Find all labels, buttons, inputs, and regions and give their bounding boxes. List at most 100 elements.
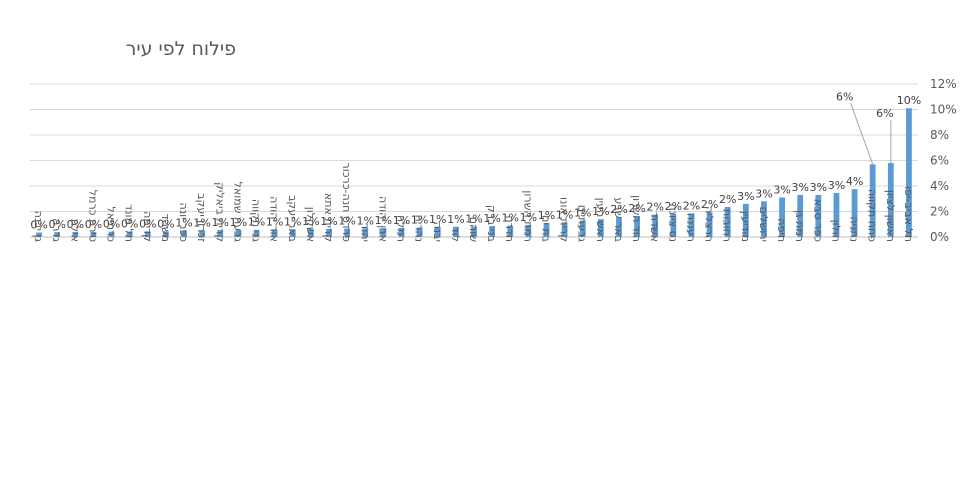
bar xyxy=(779,197,785,237)
bar xyxy=(416,227,423,237)
data-label: 1% xyxy=(175,217,192,230)
x-category-label: יהוד xyxy=(358,223,371,242)
data-label: 2% xyxy=(646,201,663,214)
x-category-label: רעננה xyxy=(684,213,697,242)
x-category-label: נהריה xyxy=(413,215,426,242)
bar xyxy=(434,227,441,237)
x-category-label: לוד xyxy=(449,227,462,242)
data-label: 6% xyxy=(836,90,853,103)
bar xyxy=(271,229,278,237)
data-label: 3% xyxy=(791,181,808,194)
x-category-label: הרצליה xyxy=(703,206,716,242)
x-category-label: גבעת שמואל xyxy=(231,182,244,243)
x-category-label: רחובות xyxy=(721,209,734,242)
x-category-label: משהד xyxy=(159,214,172,242)
data-label: 1% xyxy=(411,214,428,227)
x-category-label: גבעתיים xyxy=(576,205,589,243)
bar xyxy=(761,201,767,237)
data-label: 2% xyxy=(701,198,718,211)
bar xyxy=(543,222,550,237)
x-category-label: קדימה xyxy=(141,211,154,242)
bar xyxy=(652,214,659,237)
x-category-label: יבנה xyxy=(431,222,444,242)
data-label: 0% xyxy=(85,218,102,231)
data-label: 1% xyxy=(230,216,247,229)
data-label: 1% xyxy=(284,215,301,228)
data-label: 3% xyxy=(737,190,754,203)
bar xyxy=(90,231,97,237)
bar xyxy=(869,164,876,237)
data-label: 2% xyxy=(719,193,736,206)
data-label: 1% xyxy=(266,215,283,228)
bar xyxy=(887,163,894,237)
x-category-label: חיפה xyxy=(775,218,788,242)
bar xyxy=(54,232,61,237)
data-label: 3% xyxy=(828,179,845,192)
bar xyxy=(144,231,151,237)
data-label: 1% xyxy=(248,216,265,229)
bar xyxy=(362,228,369,237)
data-label: 1% xyxy=(502,212,519,225)
bar xyxy=(36,232,42,237)
x-category-label: כפר יונה xyxy=(177,203,190,243)
x-category-label: חולון xyxy=(829,220,842,242)
data-label: 0% xyxy=(121,218,138,231)
x-category-label: אשדוד xyxy=(648,212,661,242)
data-label: 1% xyxy=(338,215,355,228)
bar xyxy=(561,222,568,237)
data-label: 1% xyxy=(556,208,573,221)
data-label: 2% xyxy=(628,202,645,215)
x-category-label: פתח תקווה xyxy=(866,189,879,242)
data-label: 1% xyxy=(393,214,410,227)
x-category-label: מודיעין xyxy=(739,211,752,242)
bar xyxy=(289,229,296,237)
data-label: 1% xyxy=(465,213,482,226)
bar xyxy=(398,227,405,237)
bar xyxy=(489,226,496,237)
x-category-label: רמת גן xyxy=(793,210,806,242)
chart-title: פילוח לפי עיר xyxy=(125,38,236,60)
bar xyxy=(307,229,314,237)
data-label: 0% xyxy=(48,218,65,231)
bar xyxy=(833,193,840,237)
bar xyxy=(851,189,858,237)
x-category-label: תל מונד xyxy=(123,204,136,242)
x-category-label: קרית אונו xyxy=(558,197,571,242)
x-category-label: רמת השרון xyxy=(521,190,534,242)
bar xyxy=(507,225,514,237)
bar xyxy=(217,230,224,237)
data-label: 1% xyxy=(193,216,210,229)
data-label: 1% xyxy=(574,206,591,219)
data-label: 1% xyxy=(212,216,229,229)
x-category-label: רמלה xyxy=(395,215,408,242)
bar xyxy=(597,219,604,237)
bar xyxy=(724,207,731,237)
bar xyxy=(452,226,459,237)
x-category-label: חדרה xyxy=(503,215,516,242)
data-label: 1% xyxy=(302,215,319,228)
x-category-label: בת ים xyxy=(539,215,552,242)
x-category-label: גני תקווה xyxy=(250,199,263,243)
x-category-label: אבן יהודה xyxy=(376,196,389,242)
bar xyxy=(344,228,351,237)
bar xyxy=(253,229,260,237)
y-tick-label: 0% xyxy=(930,230,949,244)
data-label: 1% xyxy=(538,209,555,222)
x-category-label: תל אביב-יפו xyxy=(902,186,915,242)
x-category-label: טירת כרמל xyxy=(86,190,99,242)
data-label: 1% xyxy=(375,214,392,227)
x-category-label: כפר סבא xyxy=(811,199,824,242)
x-category-label: קרית אתא xyxy=(322,193,335,242)
x-category-label: אילת xyxy=(68,219,81,242)
data-label: 1% xyxy=(320,215,337,228)
bar xyxy=(126,231,133,237)
x-category-label: ראש העין xyxy=(594,198,607,242)
x-category-label: גן יבנה xyxy=(32,211,45,243)
x-category-label: אור יהודה xyxy=(268,196,281,242)
bar xyxy=(688,213,695,237)
data-label: 3% xyxy=(773,183,790,196)
data-label: 2% xyxy=(610,203,627,216)
bar xyxy=(326,228,332,237)
data-label: 3% xyxy=(755,187,772,200)
data-label: 2% xyxy=(683,199,700,212)
